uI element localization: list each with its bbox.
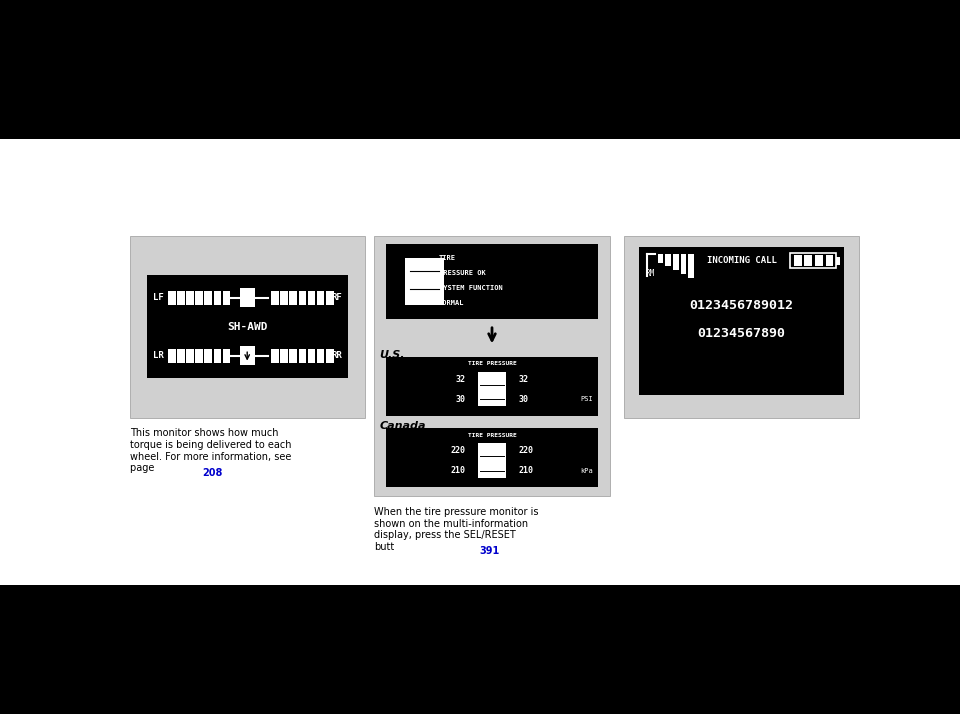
Bar <box>790 253 836 268</box>
Text: TIRE PRESSURE: TIRE PRESSURE <box>468 433 516 438</box>
Bar <box>326 291 334 305</box>
Text: TIRE: TIRE <box>439 255 456 261</box>
Text: 208: 208 <box>203 468 223 478</box>
Bar <box>374 236 610 496</box>
Bar <box>168 348 176 363</box>
Bar <box>196 348 204 363</box>
Bar <box>681 254 686 274</box>
Text: kPa: kPa <box>581 468 593 473</box>
Bar <box>204 291 212 305</box>
Text: RR: RR <box>331 351 342 360</box>
Bar <box>213 291 221 305</box>
Text: RF: RF <box>331 293 342 302</box>
Bar <box>196 291 204 305</box>
Text: TIRE PRESSURE: TIRE PRESSURE <box>468 361 516 366</box>
Text: 32: 32 <box>455 375 466 383</box>
Bar <box>290 348 298 363</box>
Bar <box>815 255 823 266</box>
Bar <box>299 291 306 305</box>
Text: U.S.: U.S. <box>379 350 405 360</box>
Bar <box>0 0 960 139</box>
Bar <box>478 372 507 406</box>
Bar <box>130 236 365 418</box>
Bar <box>658 254 663 263</box>
Text: 0123456789012: 0123456789012 <box>689 298 794 312</box>
Bar <box>186 348 194 363</box>
Bar <box>688 254 694 278</box>
Bar <box>317 348 324 363</box>
Bar <box>307 291 315 305</box>
Bar <box>624 236 859 418</box>
Text: 210: 210 <box>519 466 534 475</box>
Text: When the tire pressure monitor is
shown on the multi-information
display, press : When the tire pressure monitor is shown … <box>374 507 539 552</box>
Bar <box>290 291 298 305</box>
Bar <box>280 348 288 363</box>
Text: This monitor shows how much
torque is being delivered to each
wheel. For more in: This monitor shows how much torque is be… <box>130 428 291 473</box>
Text: NORMAL: NORMAL <box>439 300 465 306</box>
Bar <box>177 291 184 305</box>
Bar <box>299 348 306 363</box>
Bar <box>665 254 671 266</box>
Bar <box>0 585 960 714</box>
Bar <box>804 255 812 266</box>
Bar <box>405 258 444 305</box>
Text: PSI: PSI <box>581 396 593 402</box>
Text: 01234567890: 01234567890 <box>698 327 785 341</box>
Text: 30: 30 <box>455 395 466 403</box>
Bar <box>826 255 833 266</box>
Text: 220: 220 <box>519 446 534 455</box>
Text: LF: LF <box>153 293 163 302</box>
Text: PRESSURE OK: PRESSURE OK <box>439 270 486 276</box>
Text: 220: 220 <box>450 446 466 455</box>
Bar <box>639 247 844 395</box>
Text: SYSTEM FUNCTION: SYSTEM FUNCTION <box>439 285 502 291</box>
Text: 30: 30 <box>519 395 529 403</box>
Text: SH-AWD: SH-AWD <box>227 321 268 332</box>
Bar <box>386 357 598 416</box>
Bar <box>794 255 802 266</box>
Bar <box>223 348 230 363</box>
Bar <box>213 348 221 363</box>
Bar <box>240 288 255 307</box>
Text: RM: RM <box>645 269 655 278</box>
Bar <box>386 428 598 487</box>
Bar <box>186 291 194 305</box>
Bar <box>223 291 230 305</box>
Bar <box>272 291 279 305</box>
Bar <box>280 291 288 305</box>
Bar <box>272 348 279 363</box>
Bar <box>673 254 679 270</box>
Bar <box>836 257 840 265</box>
Text: 391: 391 <box>479 546 499 556</box>
Text: Canada: Canada <box>379 421 425 431</box>
Bar <box>240 346 255 365</box>
Text: LR: LR <box>153 351 163 360</box>
Bar <box>168 291 176 305</box>
Text: 32: 32 <box>519 375 529 383</box>
Bar <box>204 348 212 363</box>
Bar <box>177 348 184 363</box>
Bar <box>326 348 334 363</box>
Bar <box>386 244 598 319</box>
Bar <box>147 275 348 378</box>
Bar <box>307 348 315 363</box>
Text: 210: 210 <box>450 466 466 475</box>
Text: INCOMING CALL: INCOMING CALL <box>707 256 777 266</box>
Bar <box>478 443 507 478</box>
Bar <box>317 291 324 305</box>
